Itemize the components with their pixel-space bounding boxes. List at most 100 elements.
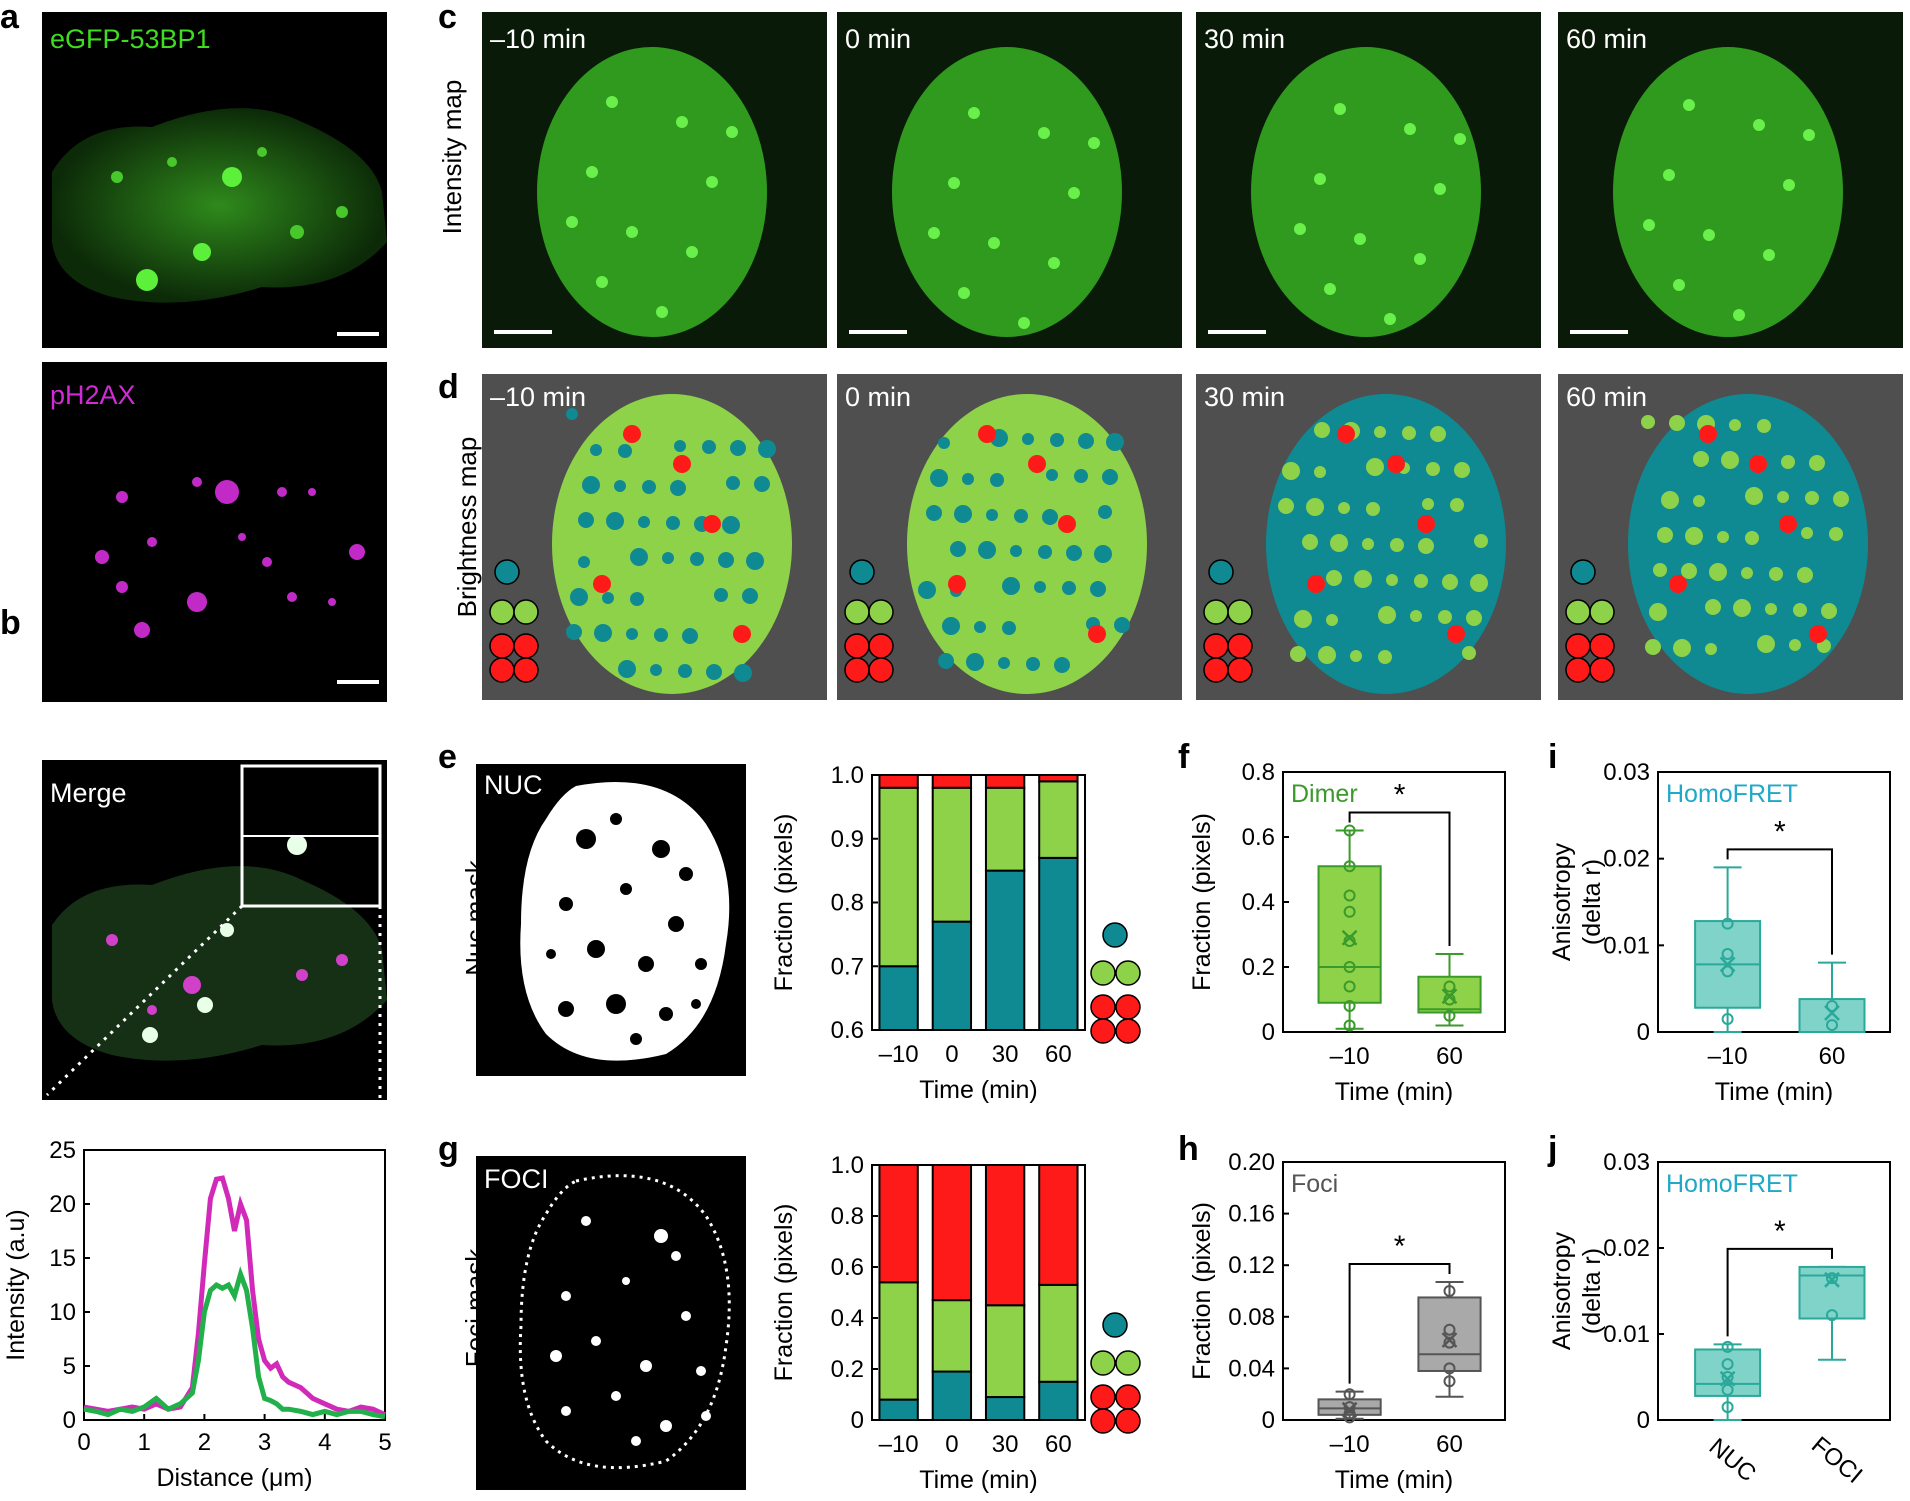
nucleus-body bbox=[552, 394, 792, 694]
brightness-patch bbox=[1102, 469, 1118, 485]
intensity-focus bbox=[1068, 187, 1080, 199]
oligomer-icon bbox=[1227, 657, 1253, 683]
nuc-label: NUC bbox=[484, 770, 543, 800]
brightness-patch bbox=[1821, 603, 1837, 619]
brightness-patch bbox=[706, 664, 722, 680]
brightness-patch bbox=[722, 516, 740, 534]
y-tick-label: 0.02 bbox=[1603, 1235, 1650, 1262]
data-point bbox=[1443, 1285, 1456, 1297]
brightness-patch bbox=[1454, 462, 1470, 478]
intensity-nucleus bbox=[537, 47, 767, 337]
significance-star: * bbox=[1774, 1215, 1786, 1248]
dimer-icon bbox=[1589, 599, 1615, 625]
data-point bbox=[1343, 860, 1356, 873]
oligomer-focus bbox=[948, 575, 966, 593]
intensity-nucleus bbox=[892, 47, 1122, 337]
x-tick-label: 0 bbox=[945, 1431, 958, 1458]
y-tick-label: 0.9 bbox=[831, 826, 864, 853]
intensity-focus bbox=[1334, 103, 1346, 115]
oligomer-focus bbox=[673, 455, 691, 473]
box bbox=[1798, 998, 1866, 1033]
brightness-patch bbox=[1302, 534, 1318, 550]
brightness-patch bbox=[1745, 487, 1763, 505]
x-tick-label: 4 bbox=[318, 1429, 331, 1456]
y-tick-label: 0 bbox=[1262, 1407, 1275, 1434]
brightness-patch bbox=[1326, 614, 1338, 626]
panel-label-h: h bbox=[1178, 1130, 1199, 1168]
brightness-patch bbox=[1685, 527, 1703, 545]
data-point bbox=[1826, 1000, 1838, 1012]
brightness-patch bbox=[1022, 433, 1034, 445]
merge-label: Merge bbox=[50, 778, 127, 808]
egfp-label: eGFP-53BP1 bbox=[50, 24, 211, 54]
chart-title: Foci bbox=[1291, 1170, 1338, 1198]
mean-marker bbox=[1824, 1005, 1840, 1021]
intensity-focus bbox=[1324, 283, 1336, 295]
brightness-patch bbox=[726, 476, 740, 490]
brightness-patch bbox=[674, 440, 686, 452]
intensity-focus bbox=[1384, 313, 1396, 325]
intensity-focus bbox=[1434, 183, 1446, 195]
data-point bbox=[1721, 1358, 1734, 1371]
time-label: 60 min bbox=[1566, 24, 1648, 54]
brightness-patch bbox=[642, 480, 656, 494]
intensity-focus bbox=[1673, 279, 1685, 291]
brightness-map-image: –10 min bbox=[482, 374, 827, 700]
intensity-focus bbox=[1454, 133, 1466, 145]
oligomer-focus bbox=[1447, 625, 1465, 643]
brightness-patch bbox=[1669, 415, 1685, 431]
oligomer-focus bbox=[703, 515, 721, 533]
nuc-mask-image: NUC bbox=[476, 764, 746, 1076]
brightness-patch bbox=[1306, 498, 1324, 516]
brightness-patch bbox=[1026, 657, 1040, 671]
x-tick-label: 3 bbox=[258, 1429, 271, 1456]
data-point bbox=[1826, 1309, 1838, 1322]
brightness-patch bbox=[1062, 581, 1076, 595]
y-tick-label: 0.03 bbox=[1603, 1150, 1650, 1176]
brightness-map-image: 60 min bbox=[1558, 374, 1903, 700]
brightness-patch bbox=[666, 516, 680, 530]
data-point bbox=[1443, 1375, 1456, 1388]
brightness-patch bbox=[1422, 498, 1434, 510]
brightness-patch bbox=[1314, 466, 1326, 478]
brightness-patch bbox=[1106, 433, 1124, 451]
y-tick-label: 0.08 bbox=[1228, 1304, 1275, 1331]
brightness-patch bbox=[1450, 498, 1464, 512]
oligomer-focus bbox=[733, 625, 751, 643]
brightness-patch bbox=[1094, 545, 1112, 563]
brightness-patch bbox=[966, 653, 984, 671]
y-axis-label: Fraction (pixels) bbox=[1188, 1202, 1216, 1380]
intensity-focus bbox=[1294, 223, 1306, 235]
brightness-patch bbox=[1729, 419, 1741, 431]
intensity-focus bbox=[656, 306, 668, 318]
oligomer-icon bbox=[1227, 633, 1253, 659]
bar-segment bbox=[931, 920, 973, 1031]
monomer-icon bbox=[1570, 559, 1596, 585]
brightness-patch bbox=[1797, 567, 1813, 583]
brightness-patch bbox=[1002, 621, 1016, 635]
ph2ax-image: pH2AX bbox=[42, 362, 387, 702]
brightness-patch bbox=[630, 592, 644, 606]
data-point bbox=[1343, 980, 1356, 993]
oligomer-icon bbox=[1565, 657, 1591, 683]
brightness-patch bbox=[1721, 451, 1739, 469]
oligomer-icon bbox=[1115, 994, 1141, 1020]
brightness-patch bbox=[1362, 538, 1374, 550]
chart-title: HomoFRET bbox=[1666, 1170, 1798, 1198]
brightness-patch bbox=[678, 664, 692, 678]
intensity-focus bbox=[1663, 169, 1675, 181]
monomer-icon bbox=[494, 559, 520, 585]
brightness-patch bbox=[938, 437, 950, 449]
brightness-patch bbox=[1805, 491, 1819, 505]
time-label: 30 min bbox=[1204, 24, 1286, 54]
oligomer-focus bbox=[978, 425, 996, 443]
oligomer-icon bbox=[1203, 657, 1229, 683]
monomer-icon bbox=[849, 559, 875, 585]
y-axis-label: Fraction (pixels) bbox=[770, 1204, 798, 1382]
oligomer-icon bbox=[1203, 633, 1229, 659]
intensity-focus bbox=[706, 176, 718, 188]
plot-frame bbox=[1657, 1161, 1891, 1421]
brightness-map-label: Brightness map bbox=[452, 436, 482, 618]
mean-marker bbox=[1824, 1271, 1840, 1288]
brightness-patch bbox=[926, 505, 942, 521]
